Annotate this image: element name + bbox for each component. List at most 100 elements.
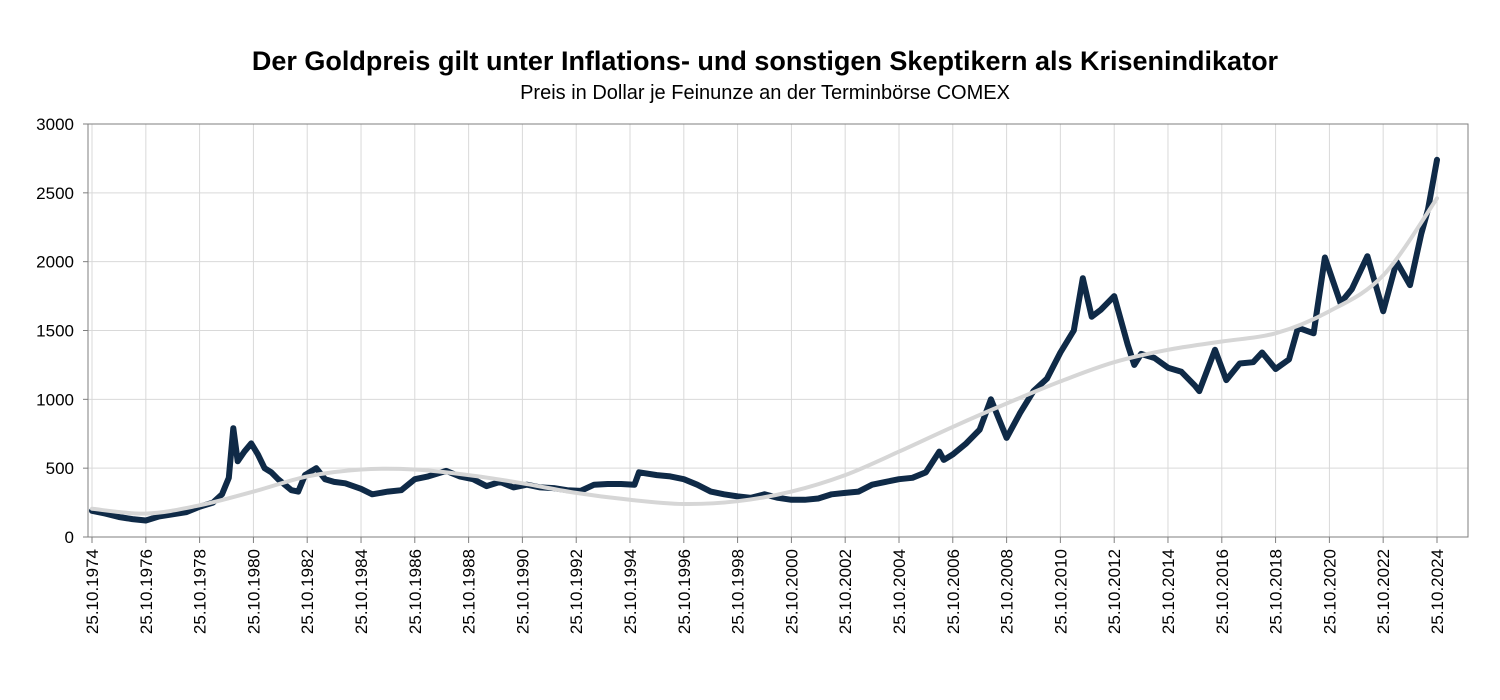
price-point — [1434, 157, 1440, 163]
x-tick-label: 25.10.1994 — [621, 549, 640, 634]
price-point — [275, 476, 281, 482]
price-point — [882, 479, 889, 485]
x-tick-label: 25.10.1988 — [460, 549, 479, 634]
x-tick-label: 25.10.1990 — [513, 549, 532, 634]
price-point — [1407, 282, 1413, 288]
price-point — [313, 465, 319, 471]
price-point — [1080, 275, 1086, 281]
price-point — [156, 513, 162, 520]
price-point — [988, 396, 994, 402]
price-point — [815, 495, 821, 502]
price-point — [842, 490, 848, 496]
price-point — [1089, 314, 1095, 320]
price-point — [950, 451, 956, 457]
x-axis: 25.10.1974 25.10.1976 25.10.1978 25.10.1980… — [83, 537, 1447, 634]
price-point — [412, 476, 418, 482]
price-point — [1057, 349, 1063, 356]
price-point — [856, 489, 862, 495]
price-point — [1349, 286, 1355, 292]
price-point — [1286, 356, 1292, 362]
x-tick-label: 25.10.2022 — [1374, 549, 1393, 634]
price-point — [248, 440, 254, 446]
x-tick-label: 25.10.1992 — [567, 549, 586, 634]
x-tick-label: 25.10.2012 — [1105, 549, 1124, 634]
price-point — [1196, 388, 1202, 394]
price-point — [909, 475, 916, 481]
price-point — [1322, 254, 1328, 261]
price-point — [170, 511, 176, 517]
price-point — [295, 489, 301, 495]
price-point — [510, 484, 516, 490]
price-point — [936, 449, 942, 455]
price-point — [1311, 330, 1317, 336]
price-point — [591, 482, 597, 488]
price-point — [268, 469, 274, 475]
price-point — [631, 482, 638, 488]
price-point — [721, 491, 727, 497]
y-tick-label: 3000 — [36, 115, 74, 134]
price-point — [288, 487, 294, 493]
x-tick-label: 25.10.1984 — [352, 549, 371, 634]
price-point — [681, 476, 687, 482]
price-point — [369, 491, 375, 497]
y-tick-label: 0 — [65, 528, 74, 547]
price-point — [483, 483, 490, 489]
price-point — [1418, 231, 1424, 237]
price-point — [829, 491, 835, 497]
price-point — [1004, 435, 1010, 441]
price-point — [470, 476, 476, 482]
x-tick-label: 25.10.1978 — [191, 549, 210, 634]
price-point — [226, 475, 232, 481]
price-point — [322, 476, 328, 482]
x-tick-label: 25.10.1998 — [729, 549, 748, 634]
price-point — [788, 497, 795, 503]
x-tick-label: 25.10.2020 — [1320, 549, 1339, 634]
price-point — [1223, 377, 1229, 383]
x-tick-label: 25.10.2014 — [1159, 549, 1178, 634]
price-point — [1237, 360, 1243, 367]
price-point — [1212, 347, 1218, 353]
price-point — [1017, 410, 1023, 416]
price-point — [219, 491, 225, 497]
x-tick-label: 25.10.2004 — [890, 549, 909, 634]
price-point — [262, 465, 268, 471]
price-point — [1364, 253, 1370, 259]
price-point — [116, 514, 122, 520]
price-point — [636, 469, 642, 475]
price-point — [963, 440, 969, 446]
price-point — [1165, 365, 1171, 371]
series-group — [89, 156, 1440, 524]
price-point — [1098, 307, 1104, 313]
x-tick-label: 25.10.1980 — [244, 549, 263, 634]
trend-line — [90, 196, 1439, 516]
price-point — [255, 451, 261, 457]
price-point — [230, 425, 236, 431]
price-point — [235, 458, 241, 464]
price-point — [694, 482, 700, 488]
x-tick-label: 25.10.2002 — [836, 549, 855, 634]
price-point — [941, 457, 947, 463]
price-point — [1044, 376, 1050, 382]
price-point — [1071, 327, 1077, 334]
price-point — [241, 449, 247, 455]
price-point — [654, 472, 660, 478]
price-point — [896, 476, 902, 482]
x-tick-label: 25.10.1976 — [137, 549, 156, 634]
price-point — [183, 509, 189, 515]
price-point — [425, 473, 431, 479]
x-tick-label: 25.10.1996 — [675, 549, 694, 634]
y-tick-label: 1500 — [36, 322, 74, 341]
price-point — [398, 487, 404, 493]
price-point — [1111, 293, 1117, 299]
price-point — [143, 517, 149, 524]
x-tick-label: 25.10.2024 — [1428, 549, 1447, 634]
price-point — [1151, 355, 1158, 361]
y-tick-label: 2500 — [36, 184, 74, 203]
price-point — [735, 493, 741, 499]
price-point — [708, 489, 714, 495]
price-point — [331, 479, 337, 485]
price-point — [385, 489, 391, 495]
price-point — [1192, 383, 1198, 389]
x-tick-label: 25.10.2008 — [998, 549, 1017, 634]
